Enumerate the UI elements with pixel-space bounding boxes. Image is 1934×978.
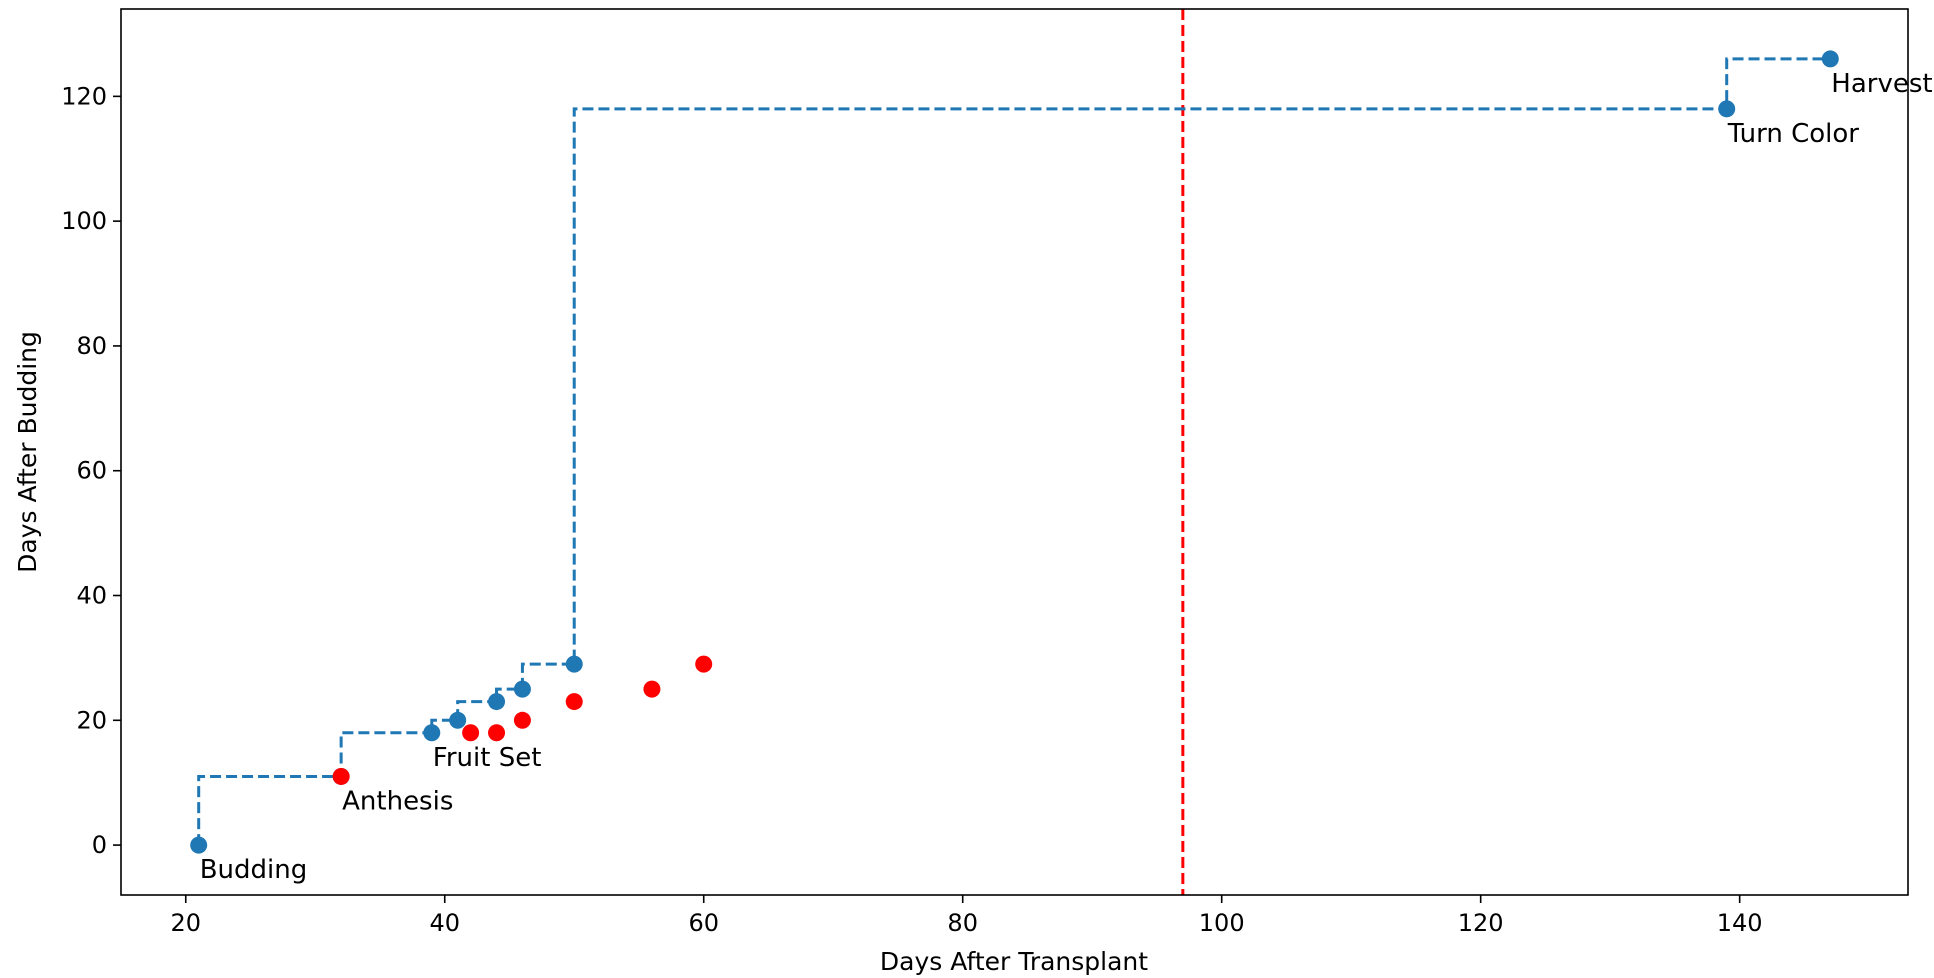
plot-area: Budding Anthesis Fruit Set Turn Color Harves… — [190, 9, 1933, 895]
y-tick-label: 120 — [61, 82, 107, 110]
series-1-point-1 — [190, 836, 208, 854]
series-2-point-1 — [332, 767, 350, 785]
x-tick-label: 140 — [1717, 909, 1763, 937]
y-tick-label: 60 — [76, 457, 107, 485]
y-axis-label: Days After Budding — [13, 331, 42, 573]
x-tick-label: 120 — [1458, 909, 1504, 937]
series-1-point-5 — [488, 693, 506, 711]
series-1-point-4 — [449, 711, 467, 729]
annotation-5: Harvest — [1831, 69, 1932, 99]
series-2-point-6 — [643, 680, 661, 698]
annotation-2: Anthesis — [342, 786, 453, 816]
series-2-point-7 — [695, 655, 713, 673]
series-1-point-3 — [423, 724, 441, 742]
series-1-point-8 — [1718, 100, 1736, 118]
series-2-point-3 — [488, 724, 506, 742]
x-tick-label: 20 — [170, 909, 201, 937]
x-tick-label: 100 — [1199, 909, 1245, 937]
y-tick-label: 80 — [76, 332, 107, 360]
series-1-point-6 — [513, 680, 531, 698]
y-tick-label: 100 — [61, 207, 107, 235]
axis-ticks: 20 40 60 80 100 120 140 0 20 40 60 80 100 120 — [61, 82, 1762, 937]
series-1-point-9 — [1821, 50, 1839, 68]
y-tick-label: 0 — [92, 831, 107, 859]
x-tick-label: 60 — [688, 909, 719, 937]
x-tick-label: 80 — [947, 909, 978, 937]
annotation-4: Turn Color — [1727, 119, 1860, 149]
axes-frame — [120, 8, 1909, 896]
y-tick-label: 40 — [76, 582, 107, 610]
series-2-point-5 — [565, 693, 583, 711]
series-2-point-4 — [513, 711, 531, 729]
annotation-1: Budding — [200, 855, 308, 885]
x-tick-label: 40 — [429, 909, 460, 937]
annotation-3: Fruit Set — [433, 743, 542, 773]
series-2-point-2 — [462, 724, 480, 742]
x-axis-label: Days After Transplant — [880, 947, 1148, 976]
y-tick-label: 20 — [76, 706, 107, 734]
series-1-point-7 — [565, 655, 583, 673]
